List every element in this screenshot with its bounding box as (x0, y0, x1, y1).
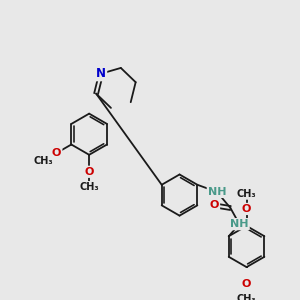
Text: CH₃: CH₃ (237, 294, 256, 300)
Text: NH: NH (208, 187, 226, 197)
Text: O: O (85, 167, 94, 177)
Text: NH: NH (230, 219, 249, 229)
Text: N: N (96, 67, 106, 80)
Text: O: O (210, 200, 219, 210)
Text: O: O (242, 279, 251, 289)
Text: O: O (242, 204, 251, 214)
Text: CH₃: CH₃ (237, 189, 256, 199)
Text: CH₃: CH₃ (79, 182, 99, 192)
Text: O: O (52, 148, 61, 158)
Text: CH₃: CH₃ (34, 156, 53, 166)
